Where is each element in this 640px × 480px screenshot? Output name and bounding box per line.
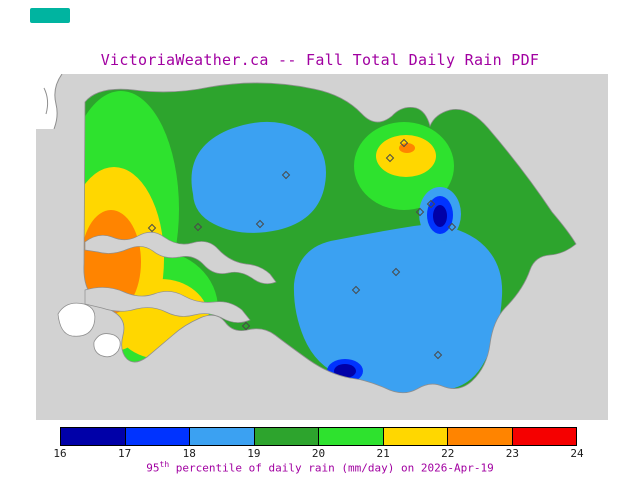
colorbar-ticks: 16 17 18 19 20 21 22 23 24 — [53, 447, 583, 460]
region-northcentral-yellow — [376, 135, 436, 177]
figure-title: VictoriaWeather.ca -- Fall Total Daily R… — [100, 51, 540, 69]
inlet-channel-1 — [84, 231, 277, 285]
region-east-navy-core — [433, 205, 447, 227]
caption-superscript: th — [159, 460, 170, 469]
region-southeast-lightblue — [293, 224, 503, 393]
station-marker-diamond — [193, 222, 203, 232]
colorbar-tick-label: 20 — [311, 447, 326, 460]
inlet-channel-2 — [84, 287, 251, 323]
colorbar-tick-label: 16 — [53, 447, 67, 460]
caption: 95th percentile of daily rain (mm/day) o… — [0, 460, 640, 475]
colorbar-segment — [253, 428, 318, 445]
colorbar-tick-label: 23 — [505, 447, 519, 460]
station-marker-diamond — [391, 267, 401, 277]
region-northwest-lightblue — [191, 121, 326, 233]
island-detail-2 — [93, 333, 121, 358]
region-south-navy-core — [334, 364, 356, 378]
map-svg — [36, 74, 608, 420]
colorbar-segment — [447, 428, 512, 445]
station-marker-diamond — [415, 207, 425, 217]
corner-badge — [30, 8, 70, 23]
caption-prefix: 95 — [146, 461, 160, 475]
station-marker-diamond — [281, 170, 291, 180]
colorbar-tick-label: 18 — [182, 447, 196, 460]
colorbar-segment — [124, 428, 189, 445]
colorbar-tick-label: 17 — [118, 447, 132, 460]
coast-detail-nw-line — [53, 74, 63, 130]
station-marker-diamond — [351, 285, 361, 295]
station-marker-diamond — [433, 350, 443, 360]
colorbar-segment — [318, 428, 383, 445]
colorbar-tick-label: 24 — [570, 447, 584, 460]
colorbar-segment — [382, 428, 447, 445]
colorbar-segment — [61, 428, 125, 445]
colorbar-segment — [189, 428, 254, 445]
station-markers — [147, 138, 457, 360]
colorbar — [60, 427, 577, 446]
station-marker-diamond — [147, 223, 157, 233]
island-detail-1 — [57, 302, 96, 337]
station-marker-diamond — [255, 219, 265, 229]
coast-detail-nw-line2 — [43, 87, 49, 115]
station-marker-diamond — [426, 199, 436, 209]
caption-suffix: percentile of daily rain (mm/day) on 202… — [169, 461, 494, 475]
station-marker-diamond — [399, 138, 409, 148]
colorbar-tick-label: 19 — [247, 447, 261, 460]
station-marker-diamond — [447, 222, 457, 232]
coastline-outline — [83, 82, 577, 394]
colorbar-tick-label: 21 — [376, 447, 390, 460]
colorbar-segment — [511, 428, 576, 445]
station-marker-diamond — [385, 153, 395, 163]
colorbar-tick-label: 22 — [441, 447, 455, 460]
station-marker-diamond — [241, 321, 251, 331]
